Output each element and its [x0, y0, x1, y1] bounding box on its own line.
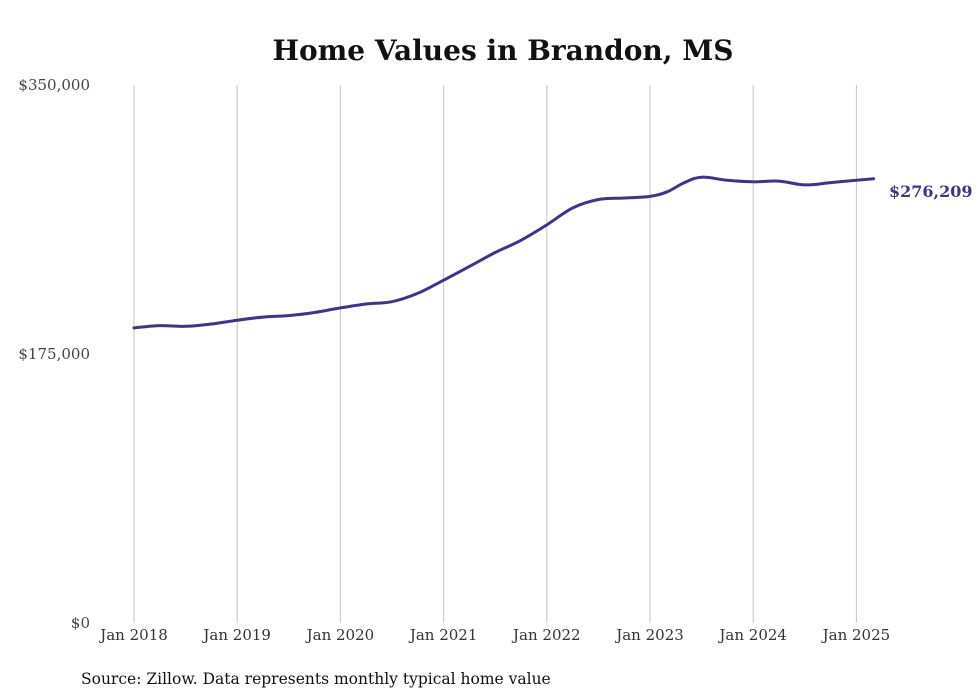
x-tick-label: Jan 2022 — [511, 626, 581, 644]
y-tick-label: $0 — [71, 614, 90, 632]
y-axis-ticks: $0 $175,000 $350,000 — [18, 76, 90, 632]
y-tick-label: $350,000 — [18, 76, 90, 94]
x-tick-label: Jan 2019 — [201, 626, 271, 644]
x-tick-label: Jan 2021 — [408, 626, 478, 644]
series-layer — [132, 175, 876, 330]
source-note: Source: Zillow. Data represents monthly … — [81, 670, 551, 688]
gridlines — [133, 85, 857, 623]
chart-title: Home Values in Brandon, MS — [273, 34, 734, 67]
x-axis-ticks: Jan 2018 Jan 2019 Jan 2020 Jan 2021 Jan 2022… — [98, 626, 890, 644]
x-tick-label: Jan 2018 — [98, 626, 168, 644]
x-tick-label: Jan 2025 — [821, 626, 891, 644]
x-tick-label: Jan 2024 — [717, 626, 787, 644]
end-value-label: $276,209 — [889, 182, 973, 201]
x-tick-label: Jan 2020 — [305, 626, 375, 644]
series-line — [132, 175, 876, 330]
y-tick-label: $175,000 — [18, 345, 90, 363]
x-tick-label: Jan 2023 — [614, 626, 684, 644]
